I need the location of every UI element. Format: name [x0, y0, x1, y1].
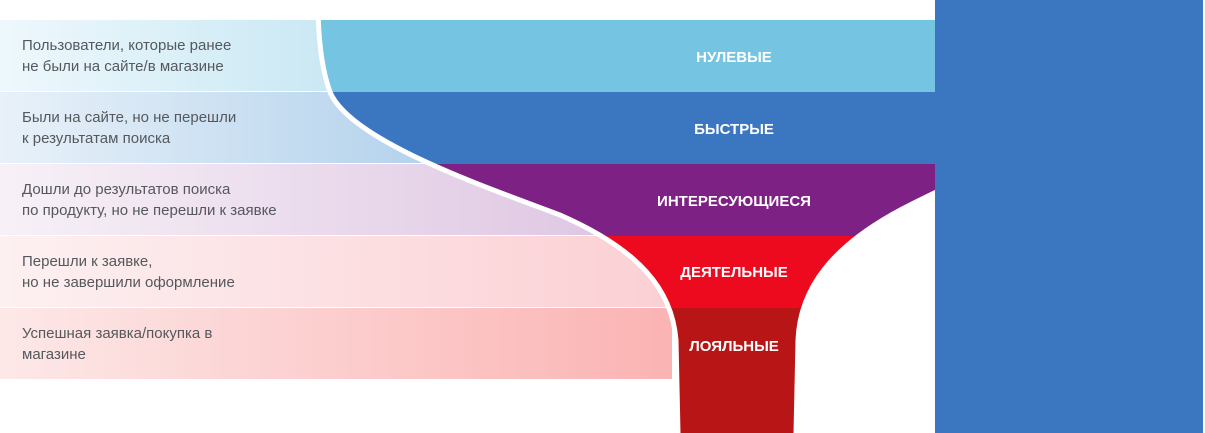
side-bar: [935, 0, 1203, 433]
stage-label-nulevye: НУЛЕВЫЕ: [696, 49, 772, 66]
stage-description-1: Пользователи, которые ранее не были на с…: [22, 37, 232, 75]
stage-description-5: Успешная заявка/покупка в магазине: [22, 325, 213, 363]
funnel-outline: [315, 1, 681, 433]
stage-label-interesuyushchiesya: ИНТЕРЕСУЮЩИЕСЯ: [657, 193, 811, 210]
stage-description-4: Перешли к заявке, но не завершили оформл…: [22, 253, 235, 291]
row-background-4: [0, 236, 665, 307]
row-background-1: [0, 20, 335, 91]
stage-description-2: Были на сайте, но не перешли к результат…: [22, 109, 237, 147]
stage-description-3: Дошли до результатов поиска по продукту,…: [22, 181, 277, 219]
stage-label-deyatelnye: ДЕЯТЕЛЬНЫЕ: [680, 264, 788, 281]
stage-label-bystrye: БЫСТРЫЕ: [694, 121, 774, 138]
stage-label-loyalnye: ЛОЯЛЬНЫЕ: [689, 338, 779, 355]
row-background-5: [0, 308, 672, 379]
